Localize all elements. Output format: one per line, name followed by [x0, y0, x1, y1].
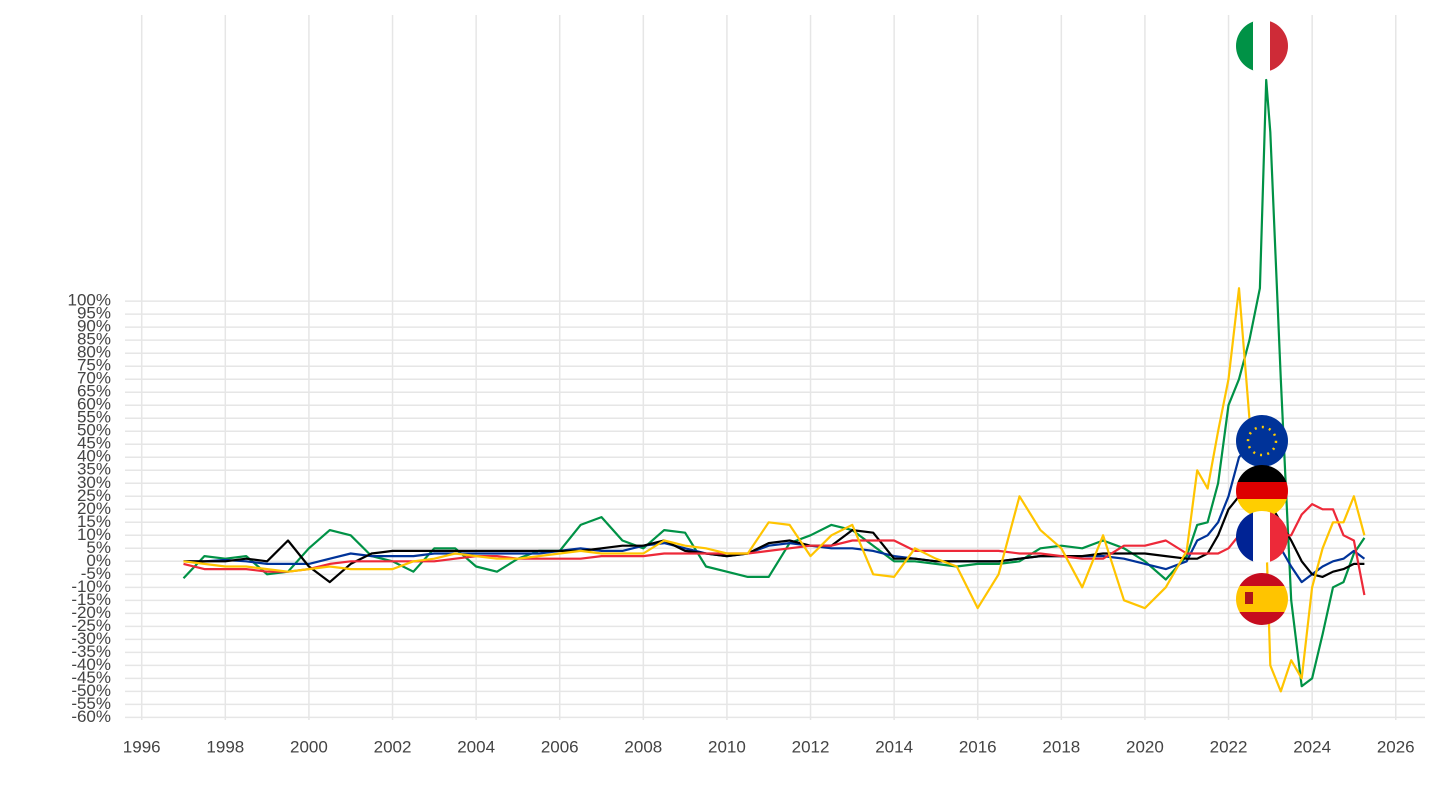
y-tick-label: 30%: [77, 473, 111, 492]
x-tick-label: 2010: [708, 737, 746, 756]
y-tick-label: 70%: [77, 369, 111, 388]
y-tick-label: -60%: [71, 707, 111, 726]
x-tick-label: 2026: [1377, 737, 1415, 756]
y-tick-label: -50%: [71, 681, 111, 700]
y-tick-label: 95%: [77, 304, 111, 323]
y-tick-label: 15%: [77, 512, 111, 531]
flag-france: [1236, 511, 1288, 563]
y-tick-label: 85%: [77, 330, 111, 349]
y-tick-label: 100%: [68, 291, 111, 310]
x-tick-label: 1996: [123, 737, 161, 756]
flag-germany: [1236, 465, 1288, 517]
x-tick-label: 1998: [206, 737, 244, 756]
y-tick-label: -40%: [71, 655, 111, 674]
x-tick-label: 2014: [875, 737, 913, 756]
x-tick-label: 2022: [1210, 737, 1248, 756]
grid: [125, 15, 1425, 720]
y-tick-label: -45%: [71, 668, 111, 687]
series-line: [183, 287, 1366, 693]
x-tick-label: 2000: [290, 737, 328, 756]
y-tick-label: 20%: [77, 499, 111, 518]
x-tick-label: 2020: [1126, 737, 1164, 756]
flag-italy: [1236, 20, 1288, 72]
y-tick-label: 80%: [77, 343, 111, 362]
x-tick-label: 2016: [959, 737, 997, 756]
x-tick-label: 2006: [541, 737, 579, 756]
y-tick-label: -20%: [71, 603, 111, 622]
y-tick-label: -30%: [71, 629, 111, 648]
flag-spain: [1236, 573, 1288, 625]
flag-eu: [1236, 415, 1288, 467]
y-tick-label: 45%: [77, 434, 111, 453]
y-tick-label: 40%: [77, 447, 111, 466]
y-tick-label: 50%: [77, 421, 111, 440]
y-tick-label: 55%: [77, 408, 111, 427]
x-tick-label: 2004: [457, 737, 495, 756]
x-tick-label: 2012: [792, 737, 830, 756]
y-tick-label: -15%: [71, 590, 111, 609]
x-tick-label: 2024: [1293, 737, 1331, 756]
y-tick-label: 35%: [77, 460, 111, 479]
y-tick-label: 5%: [86, 538, 111, 557]
y-tick-label: 25%: [77, 486, 111, 505]
y-tick-label: 90%: [77, 317, 111, 336]
x-tick-label: 2018: [1042, 737, 1080, 756]
y-tick-label: -5%: [81, 564, 111, 583]
x-tick-label: 2008: [624, 737, 662, 756]
y-tick-label: -55%: [71, 694, 111, 713]
series-line: [182, 78, 1366, 688]
y-tick-label: 65%: [77, 382, 111, 401]
y-tick-label: -25%: [71, 616, 111, 635]
y-tick-label: 75%: [77, 356, 111, 375]
y-tick-label: -35%: [71, 642, 111, 661]
x-tick-label: 2002: [374, 737, 412, 756]
y-tick-label: 60%: [77, 395, 111, 414]
y-tick-label: -10%: [71, 577, 111, 596]
y-tick-label: 10%: [77, 525, 111, 544]
y-tick-label: 0%: [86, 551, 111, 570]
